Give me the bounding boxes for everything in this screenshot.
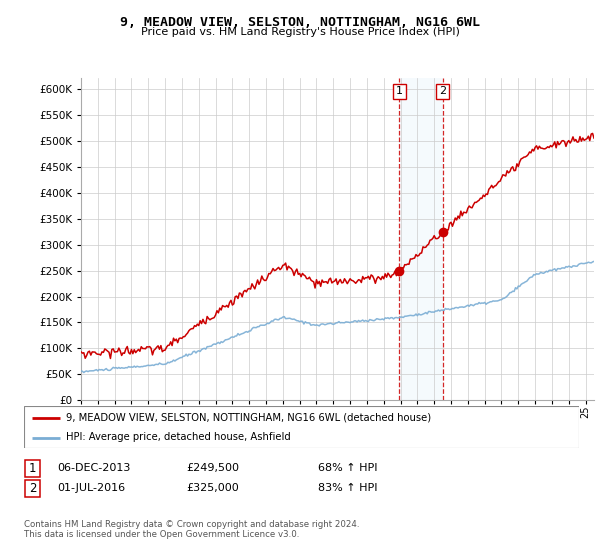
Text: 1: 1 (396, 86, 403, 96)
Text: 2: 2 (439, 86, 446, 96)
Text: Price paid vs. HM Land Registry's House Price Index (HPI): Price paid vs. HM Land Registry's House … (140, 27, 460, 38)
FancyBboxPatch shape (24, 406, 579, 448)
FancyBboxPatch shape (25, 480, 40, 497)
Text: HPI: Average price, detached house, Ashfield: HPI: Average price, detached house, Ashf… (65, 432, 290, 442)
Text: 2: 2 (29, 482, 36, 495)
Text: 9, MEADOW VIEW, SELSTON, NOTTINGHAM, NG16 6WL (detached house): 9, MEADOW VIEW, SELSTON, NOTTINGHAM, NG1… (65, 413, 431, 423)
Text: £249,500: £249,500 (186, 463, 239, 473)
Text: 1: 1 (29, 461, 36, 475)
Text: 83% ↑ HPI: 83% ↑ HPI (318, 483, 377, 493)
Text: 01-JUL-2016: 01-JUL-2016 (57, 483, 125, 493)
Text: 9, MEADOW VIEW, SELSTON, NOTTINGHAM, NG16 6WL: 9, MEADOW VIEW, SELSTON, NOTTINGHAM, NG1… (120, 16, 480, 29)
Text: 68% ↑ HPI: 68% ↑ HPI (318, 463, 377, 473)
Text: £325,000: £325,000 (186, 483, 239, 493)
Bar (399, 78, 443, 400)
FancyBboxPatch shape (25, 460, 40, 477)
Text: Contains HM Land Registry data © Crown copyright and database right 2024.
This d: Contains HM Land Registry data © Crown c… (24, 520, 359, 539)
Text: 06-DEC-2013: 06-DEC-2013 (57, 463, 130, 473)
